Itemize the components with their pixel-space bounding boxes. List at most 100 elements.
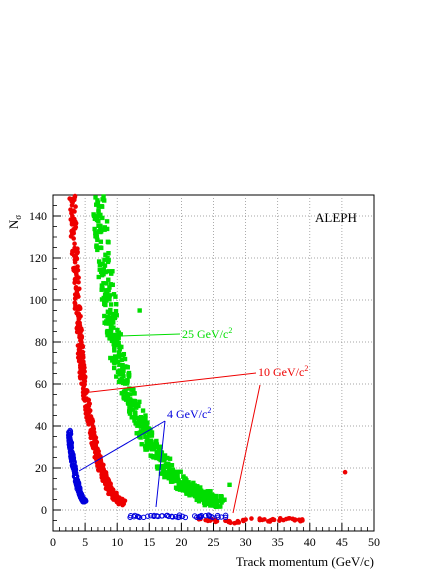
data-point [170, 467, 175, 473]
data-point [147, 439, 152, 445]
data-point [103, 302, 108, 308]
data-point [103, 281, 109, 286]
data-point [96, 449, 101, 454]
data-point [104, 226, 110, 232]
data-point [113, 294, 118, 299]
data-point [75, 319, 81, 325]
data-point [81, 497, 87, 503]
data-point [109, 335, 115, 341]
data-point [104, 330, 110, 335]
data-point [72, 241, 77, 246]
data-point [71, 226, 76, 232]
data-point [98, 239, 104, 244]
data-point [216, 498, 221, 503]
data-point [201, 494, 207, 499]
data-point [97, 214, 102, 219]
data-point [180, 481, 185, 486]
data-point [92, 226, 97, 232]
data-point [149, 430, 155, 435]
data-point [124, 391, 129, 397]
data-point [148, 513, 154, 519]
data-point [123, 397, 129, 402]
data-point [71, 253, 77, 259]
data-point [141, 422, 146, 428]
data-point [131, 398, 136, 404]
data-point [162, 474, 167, 480]
data-point [218, 504, 223, 509]
data-point [118, 501, 123, 506]
data-point [112, 360, 117, 366]
data-point [77, 490, 84, 496]
data-point [102, 313, 107, 319]
data-point [118, 332, 123, 337]
data-point [93, 195, 98, 200]
x-tick-label: 20 [175, 535, 187, 549]
data-point [177, 480, 182, 486]
data-point [196, 514, 203, 520]
data-point [166, 466, 172, 472]
data-point [127, 392, 133, 397]
data-point [75, 485, 81, 491]
data-point [212, 503, 218, 508]
data-point [206, 497, 211, 502]
data-point [122, 389, 127, 394]
data-point [158, 471, 164, 476]
data-point [96, 218, 101, 224]
data-point [73, 476, 79, 483]
data-point [198, 485, 203, 490]
arrow-10-flat [232, 384, 261, 514]
data-point [67, 444, 73, 450]
x-tick-label: 0 [50, 535, 56, 549]
data-point [109, 332, 115, 338]
data-point [209, 496, 214, 501]
data-point [151, 455, 156, 460]
data-point [82, 374, 88, 380]
data-point [168, 470, 174, 476]
x-tick-label: 25 [208, 535, 220, 549]
data-point [122, 356, 128, 362]
data-point [69, 231, 75, 237]
data-point [83, 405, 88, 411]
data-point [213, 494, 219, 499]
data-point [108, 302, 114, 307]
data-point [102, 263, 108, 268]
data-point [222, 512, 229, 519]
data-point [179, 486, 184, 491]
data-point [209, 514, 216, 520]
data-point [140, 514, 147, 521]
data-point [140, 408, 146, 413]
data-point [165, 513, 172, 520]
data-point [109, 327, 114, 332]
y-tick-label: 60 [35, 377, 47, 391]
y-axis-label: Nσ [6, 215, 23, 229]
x-axis-label: Track momentum (GeV/c) [236, 554, 374, 569]
data-point [96, 223, 102, 228]
x-tick-label: 50 [368, 535, 380, 549]
data-point [105, 259, 111, 265]
data-point [98, 226, 103, 232]
data-point [105, 332, 110, 338]
data-point [182, 488, 187, 493]
data-point [74, 326, 80, 331]
data-point [169, 463, 175, 468]
data-point [161, 465, 166, 471]
data-point [70, 456, 76, 463]
data-point [173, 485, 179, 490]
data-point [117, 347, 122, 352]
data-point [128, 513, 134, 519]
data-point [162, 453, 168, 458]
data-point [115, 359, 121, 365]
data-point [114, 301, 119, 307]
data-point [88, 419, 94, 424]
data-point [109, 315, 115, 320]
data-point [342, 469, 348, 475]
data-point [126, 374, 132, 379]
data-point [157, 446, 162, 451]
data-point [94, 202, 99, 207]
y-tick-label: 100 [29, 293, 47, 307]
data-point [112, 348, 117, 353]
axis-ticks: 0 5 10 15 20 25 30 35 40 45 50 0 20 40 60 80 100 120 140 [29, 194, 380, 549]
x-tick-label: 40 [304, 535, 316, 549]
experiment-label: ALEPH [315, 210, 357, 225]
y-tick-label: 0 [41, 503, 47, 517]
